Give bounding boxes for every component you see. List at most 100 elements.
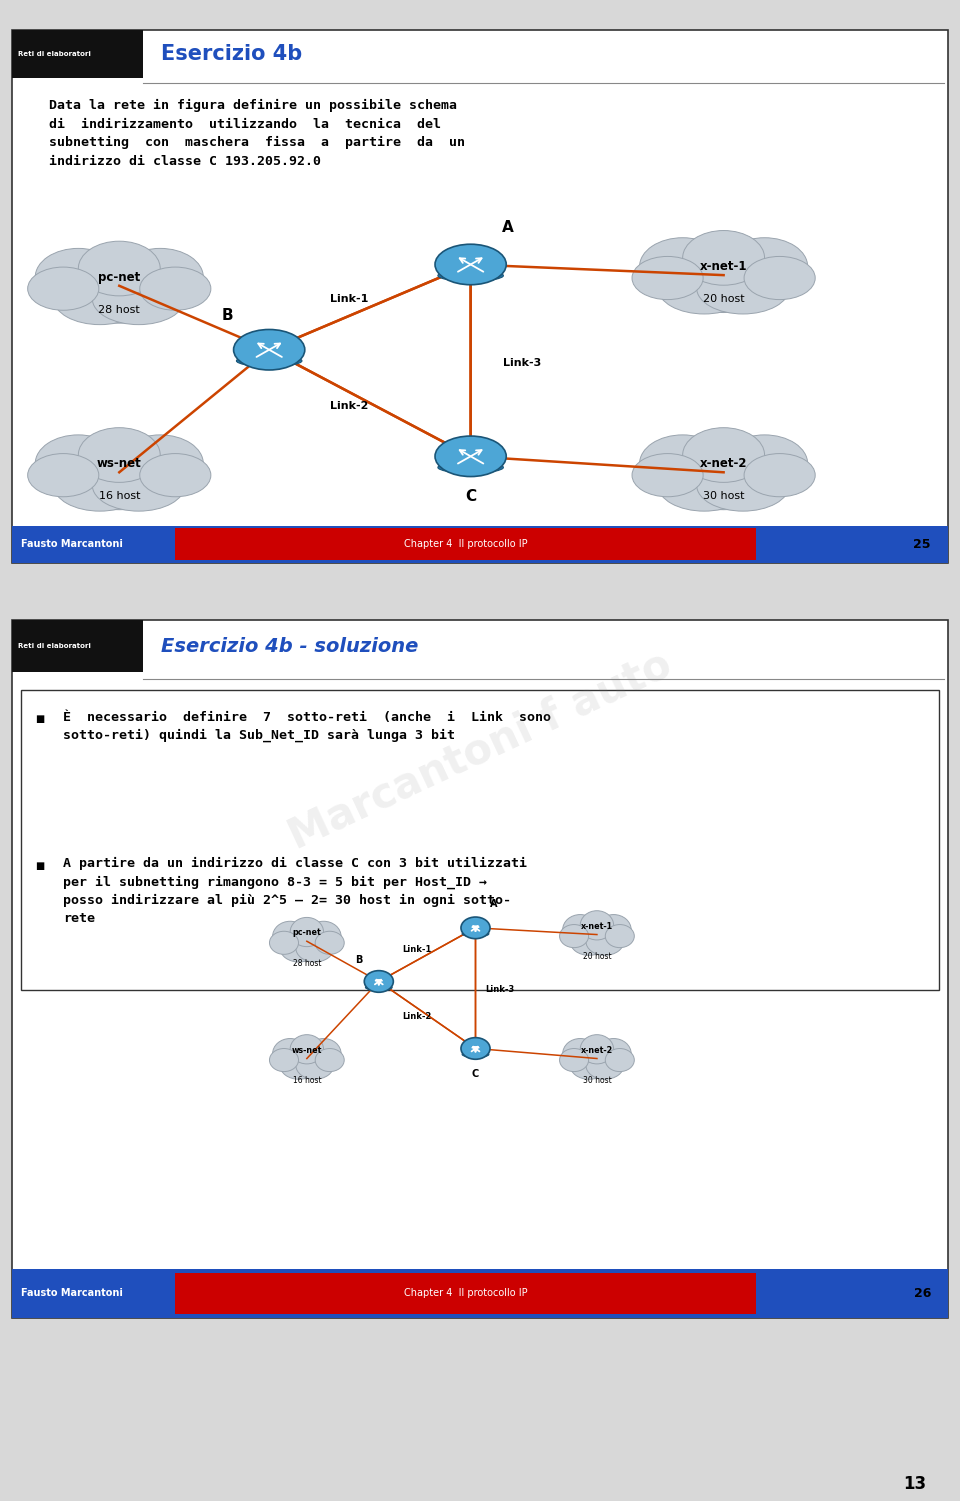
Text: Esercizio 4b - soluzione: Esercizio 4b - soluzione bbox=[161, 636, 419, 656]
Ellipse shape bbox=[683, 231, 764, 285]
Text: ■: ■ bbox=[35, 860, 44, 871]
Ellipse shape bbox=[438, 462, 503, 473]
FancyBboxPatch shape bbox=[176, 1273, 756, 1315]
FancyBboxPatch shape bbox=[12, 525, 948, 563]
Text: 20 host: 20 host bbox=[703, 294, 744, 305]
FancyBboxPatch shape bbox=[12, 30, 143, 78]
Text: A: A bbox=[490, 899, 497, 910]
Ellipse shape bbox=[563, 914, 598, 946]
Ellipse shape bbox=[744, 257, 815, 300]
Text: 16 host: 16 host bbox=[99, 491, 140, 501]
Ellipse shape bbox=[697, 459, 789, 512]
Ellipse shape bbox=[639, 435, 726, 492]
Text: Link-1: Link-1 bbox=[329, 294, 368, 305]
Ellipse shape bbox=[54, 459, 146, 512]
Text: Fausto Marcantoni: Fausto Marcantoni bbox=[21, 539, 123, 549]
Text: Esercizio 4b: Esercizio 4b bbox=[161, 44, 302, 65]
Text: È  necessario  definire  7  sotto-reti  (anche  i  Link  sono
sotto-reti) quindi: È necessario definire 7 sotto-reti (anch… bbox=[63, 710, 551, 741]
Ellipse shape bbox=[54, 273, 146, 324]
Ellipse shape bbox=[28, 267, 99, 311]
Ellipse shape bbox=[270, 1049, 299, 1072]
Text: 13: 13 bbox=[903, 1475, 926, 1493]
Ellipse shape bbox=[667, 237, 780, 312]
Text: x-net-1: x-net-1 bbox=[700, 260, 747, 273]
Ellipse shape bbox=[563, 1039, 598, 1069]
Ellipse shape bbox=[296, 1052, 334, 1079]
Ellipse shape bbox=[596, 1039, 632, 1069]
Ellipse shape bbox=[36, 248, 121, 306]
Ellipse shape bbox=[315, 931, 345, 955]
Ellipse shape bbox=[570, 1052, 608, 1079]
Ellipse shape bbox=[273, 1039, 308, 1069]
Ellipse shape bbox=[560, 1049, 588, 1072]
Ellipse shape bbox=[722, 237, 807, 296]
Text: A: A bbox=[502, 219, 514, 234]
Ellipse shape bbox=[280, 1052, 318, 1079]
Ellipse shape bbox=[306, 922, 341, 952]
Ellipse shape bbox=[306, 1039, 341, 1069]
FancyBboxPatch shape bbox=[176, 528, 756, 560]
Ellipse shape bbox=[366, 985, 393, 991]
Ellipse shape bbox=[667, 435, 780, 510]
Ellipse shape bbox=[586, 1052, 624, 1079]
Text: B: B bbox=[221, 308, 233, 323]
Ellipse shape bbox=[290, 1034, 324, 1064]
Text: B: B bbox=[355, 955, 362, 965]
Text: ws-net: ws-net bbox=[97, 458, 142, 470]
Text: 28 host: 28 host bbox=[98, 305, 140, 315]
Ellipse shape bbox=[574, 1039, 620, 1079]
Ellipse shape bbox=[284, 1039, 329, 1079]
Text: C: C bbox=[465, 489, 476, 504]
Ellipse shape bbox=[296, 934, 334, 962]
Ellipse shape bbox=[140, 453, 211, 497]
Ellipse shape bbox=[117, 435, 204, 492]
Text: Link-2: Link-2 bbox=[329, 401, 368, 411]
Ellipse shape bbox=[606, 925, 635, 947]
Ellipse shape bbox=[683, 428, 764, 482]
Text: x-net-2: x-net-2 bbox=[581, 1046, 613, 1055]
Text: Fausto Marcantoni: Fausto Marcantoni bbox=[21, 1288, 123, 1298]
Ellipse shape bbox=[290, 917, 324, 947]
FancyBboxPatch shape bbox=[12, 1268, 948, 1318]
Ellipse shape bbox=[280, 934, 318, 962]
Ellipse shape bbox=[117, 248, 204, 306]
Text: 30 host: 30 host bbox=[583, 1076, 612, 1085]
Ellipse shape bbox=[28, 453, 99, 497]
Circle shape bbox=[233, 330, 304, 369]
Text: Chapter 4  Il protocollo IP: Chapter 4 Il protocollo IP bbox=[404, 1288, 528, 1298]
Text: Link-1: Link-1 bbox=[402, 946, 432, 955]
Ellipse shape bbox=[273, 922, 308, 952]
Circle shape bbox=[435, 245, 506, 285]
Text: Link-2: Link-2 bbox=[402, 1012, 432, 1021]
Circle shape bbox=[461, 917, 490, 938]
Text: Link-3: Link-3 bbox=[486, 985, 515, 994]
Circle shape bbox=[364, 971, 394, 992]
FancyBboxPatch shape bbox=[12, 30, 948, 563]
Text: Reti di elaboratori: Reti di elaboratori bbox=[18, 51, 91, 57]
Text: ws-net: ws-net bbox=[292, 1046, 322, 1055]
Ellipse shape bbox=[315, 1049, 345, 1072]
Ellipse shape bbox=[36, 435, 121, 492]
Text: 25: 25 bbox=[914, 537, 931, 551]
Ellipse shape bbox=[658, 459, 751, 512]
FancyBboxPatch shape bbox=[12, 620, 143, 672]
Ellipse shape bbox=[438, 270, 503, 281]
Text: x-net-1: x-net-1 bbox=[581, 922, 613, 931]
Ellipse shape bbox=[560, 925, 588, 947]
Ellipse shape bbox=[270, 931, 299, 955]
Text: Reti di elaboratori: Reti di elaboratori bbox=[18, 642, 91, 648]
Ellipse shape bbox=[79, 242, 160, 296]
Ellipse shape bbox=[63, 248, 176, 323]
Text: ■: ■ bbox=[35, 714, 44, 723]
Ellipse shape bbox=[236, 356, 302, 366]
Text: 16 host: 16 host bbox=[293, 1076, 322, 1085]
Ellipse shape bbox=[462, 1051, 489, 1057]
Text: 30 host: 30 host bbox=[703, 491, 744, 501]
Ellipse shape bbox=[658, 263, 751, 314]
Ellipse shape bbox=[632, 453, 703, 497]
Ellipse shape bbox=[697, 263, 789, 314]
Circle shape bbox=[435, 437, 506, 476]
Text: x-net-2: x-net-2 bbox=[700, 458, 747, 470]
Ellipse shape bbox=[580, 1034, 613, 1064]
Text: Chapter 4  Il protocollo IP: Chapter 4 Il protocollo IP bbox=[404, 539, 528, 549]
